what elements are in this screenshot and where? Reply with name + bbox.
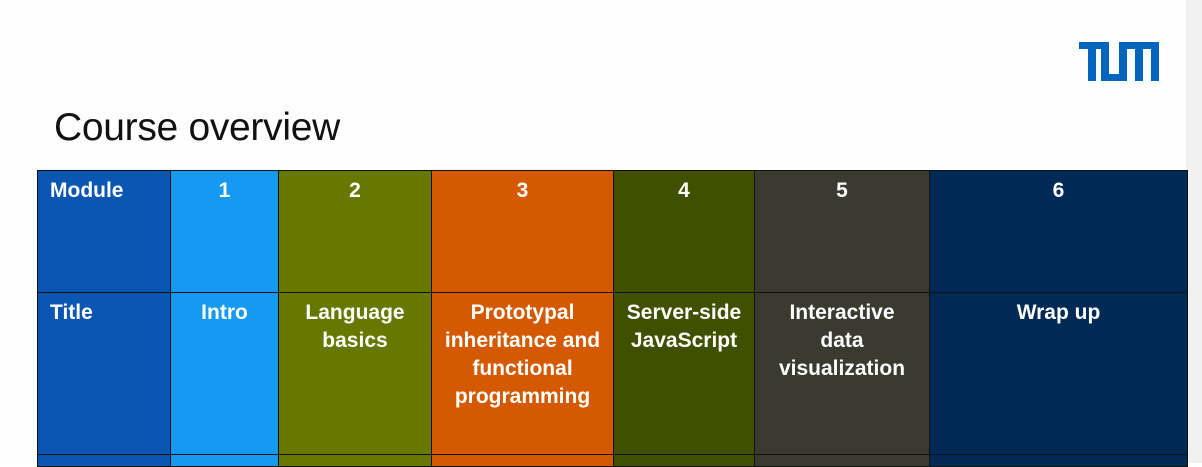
module-number-6: 6 (929, 170, 1188, 293)
tum-logo-icon (1079, 42, 1159, 81)
module-title-1: Intro (170, 292, 279, 455)
title-row: Title Intro Language basics Prototypal i… (37, 292, 1188, 455)
next-row-cell-6 (929, 454, 1188, 467)
module-title-4: Server-side JavaScript (613, 292, 755, 455)
next-row-cell-3 (431, 454, 614, 467)
slide-title: Course overview (54, 106, 340, 150)
slide-edge (1186, 0, 1202, 463)
next-row-cell-4 (613, 454, 755, 467)
next-row-label-cell (37, 454, 171, 467)
module-number-1: 1 (170, 170, 279, 293)
course-table: Module 1 2 3 4 5 6 Title Intro Language … (37, 170, 1188, 467)
module-title-3: Prototypal inheritance and functional pr… (431, 292, 614, 455)
module-title-2: Language basics (278, 292, 432, 455)
next-row (37, 454, 1188, 467)
module-number-5: 5 (754, 170, 930, 293)
module-number-3: 3 (431, 170, 614, 293)
module-title-6: Wrap up (929, 292, 1188, 455)
module-title-5: Interactive data visualization (754, 292, 930, 455)
next-row-cell-1 (170, 454, 279, 467)
next-row-cell-2 (278, 454, 432, 467)
module-number-4: 4 (613, 170, 755, 293)
module-number-2: 2 (278, 170, 432, 293)
next-row-cell-5 (754, 454, 930, 467)
module-row: Module 1 2 3 4 5 6 (37, 170, 1188, 293)
module-row-label: Module (37, 170, 171, 293)
title-row-label: Title (37, 292, 171, 455)
